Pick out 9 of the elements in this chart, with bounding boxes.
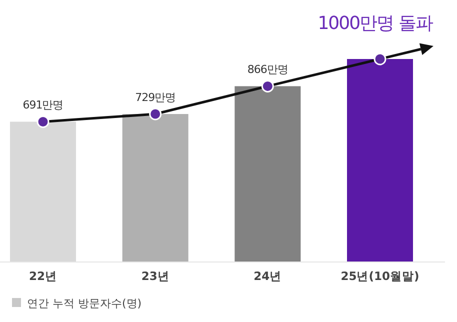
text: 연간 누적 방문자수(명) bbox=[27, 297, 142, 310]
x-tick-label: 23년 bbox=[141, 269, 170, 283]
data-label: 866만명 bbox=[247, 63, 288, 76]
data-label: 691만명 bbox=[22, 98, 64, 112]
x-tick-label: 22년 bbox=[28, 269, 58, 283]
data-label: 729만명 bbox=[135, 91, 176, 104]
x-tick-label: 24년 bbox=[254, 269, 282, 283]
annotation: 1000만명 돌파 bbox=[318, 13, 434, 34]
x-tick-label: 25년(10월말) bbox=[340, 269, 420, 283]
